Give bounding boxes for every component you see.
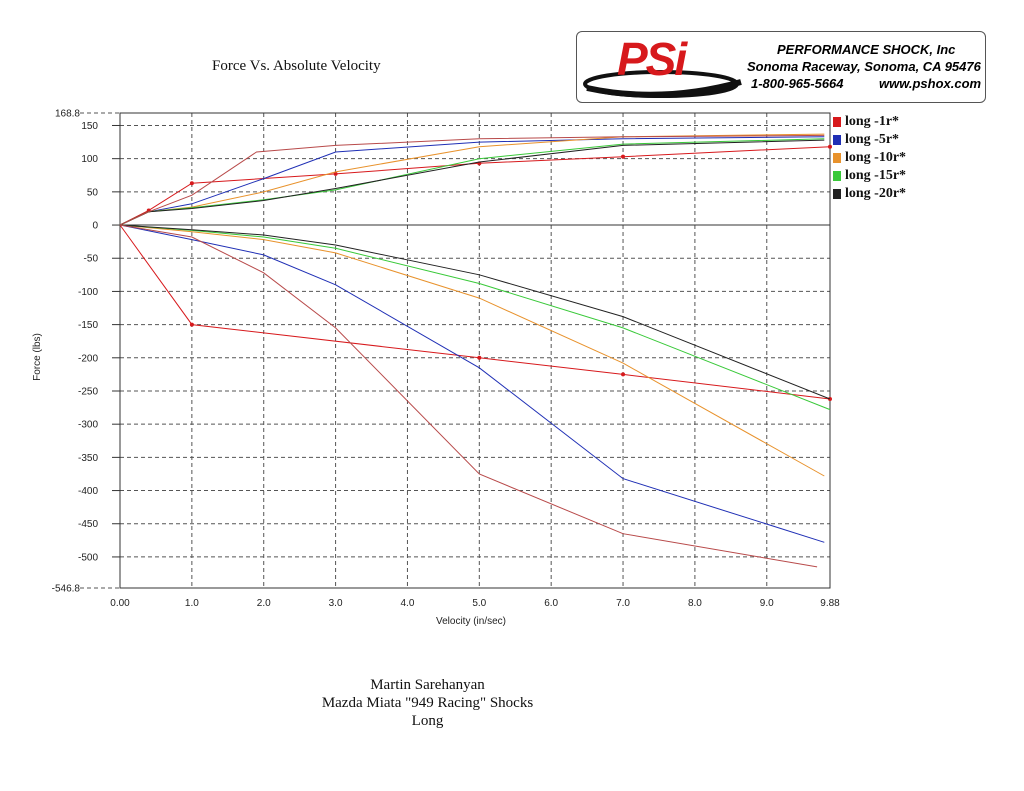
x-tick-label: 2.0 <box>257 598 271 609</box>
legend-swatch <box>833 171 841 181</box>
y-tick-label: -200 <box>78 353 98 364</box>
y-tick-label: -250 <box>78 386 98 397</box>
series-point <box>477 355 482 360</box>
series-line-neg <box>119 224 818 568</box>
series-point <box>828 144 832 149</box>
caption-product: Mazda Miata "949 Racing" Shocks <box>321 695 534 711</box>
logo-phone: 1-800-965-5664 <box>751 76 844 91</box>
y-tick-label: -500 <box>78 552 98 563</box>
tick-labels: 0.00 1.0 2.0 3.0 4.0 5.0 6.0 7.0 8.0 9.0 9.88 150 10… <box>52 109 841 610</box>
legend: long -1r* long -5r* long -10r* long -15r* lo… <box>833 113 906 203</box>
x-axis-label: Velocity (in/sec) <box>436 616 506 627</box>
logo-company: PERFORMANCE SHOCK, Inc <box>777 42 956 57</box>
series-line-neg <box>119 224 831 411</box>
legend-item: long -20r* <box>833 185 906 203</box>
legend-item: long -1r* <box>833 113 906 131</box>
x-tick-label: 9.0 <box>760 598 774 609</box>
x-tick-label: 7.0 <box>616 598 630 609</box>
axes <box>80 112 831 589</box>
series-line-pos <box>119 134 825 226</box>
legend-label: long -1r* <box>845 114 900 129</box>
y-tick-label: -350 <box>78 453 98 464</box>
x-tick-label: 4.0 <box>400 598 414 609</box>
y-min-label: -546.8 <box>52 584 81 595</box>
logo-website: www.pshox.com <box>879 76 982 91</box>
series-point <box>189 181 194 186</box>
series-line-neg <box>119 224 825 477</box>
logo-address: Sonoma Raceway, Sonoma, CA 95476 <box>747 59 981 74</box>
legend-label: long -15r* <box>845 168 907 183</box>
chart-title: Force Vs. Absolute Velocity <box>212 58 381 74</box>
y-tick-label: -100 <box>78 287 98 298</box>
x-tick-label: 0.00 <box>110 598 130 609</box>
legend-swatch <box>833 135 841 145</box>
y-axis-label: Force (lbs) <box>32 333 43 381</box>
logo-brand: PSi <box>617 33 687 85</box>
series-point <box>189 322 194 327</box>
x-tick-label: 1.0 <box>185 598 199 609</box>
series-line-neg <box>119 224 831 400</box>
y-tick-label: 100 <box>81 154 98 165</box>
legend-swatch <box>833 117 841 127</box>
legend-item: long -5r* <box>833 131 906 149</box>
y-tick-label: -300 <box>78 420 98 431</box>
series-line-pos <box>119 136 825 226</box>
caption: Martin Sarehanyan Mazda Miata "949 Racin… <box>0 676 855 730</box>
series-line-pos <box>119 139 825 226</box>
x-tick-label: 5.0 <box>472 598 486 609</box>
y-tick-label: -400 <box>78 486 98 497</box>
series-line-pos <box>119 133 825 226</box>
y-max-label: 168.8 <box>55 109 80 120</box>
legend-label: long -10r* <box>845 150 907 165</box>
x-tick-label: 3.0 <box>329 598 343 609</box>
logo-swoosh-icon <box>583 70 742 98</box>
legend-label: long -5r* <box>845 132 900 147</box>
series-line-neg <box>119 224 825 543</box>
legend-swatch <box>833 189 841 199</box>
series-point <box>621 154 626 159</box>
series-line-neg <box>119 224 831 400</box>
series-lines <box>119 133 832 568</box>
x-tick-label: 9.88 <box>820 598 840 609</box>
legend-label: long -20r* <box>845 186 907 201</box>
series-point <box>621 372 626 377</box>
x-tick-label: 8.0 <box>688 598 702 609</box>
grid <box>120 113 830 588</box>
plot-border <box>119 112 831 589</box>
caption-author: Martin Sarehanyan <box>370 677 485 693</box>
caption-variant: Long <box>411 713 444 729</box>
y-tick-label: -50 <box>84 254 99 265</box>
legend-swatch <box>833 153 841 163</box>
series-point <box>333 171 338 176</box>
y-tick-label: -450 <box>78 519 98 530</box>
y-tick-label: 150 <box>81 121 98 132</box>
y-tick-label: 50 <box>87 187 99 198</box>
legend-item: long -10r* <box>833 149 906 167</box>
legend-item: long -15r* <box>833 167 906 185</box>
y-tick-label: -150 <box>78 320 98 331</box>
x-tick-label: 6.0 <box>544 598 558 609</box>
y-tick-label: 0 <box>92 221 98 232</box>
company-logo-box: PSi PERFORMANCE SHOCK, Inc Sonoma Racewa… <box>576 31 986 103</box>
